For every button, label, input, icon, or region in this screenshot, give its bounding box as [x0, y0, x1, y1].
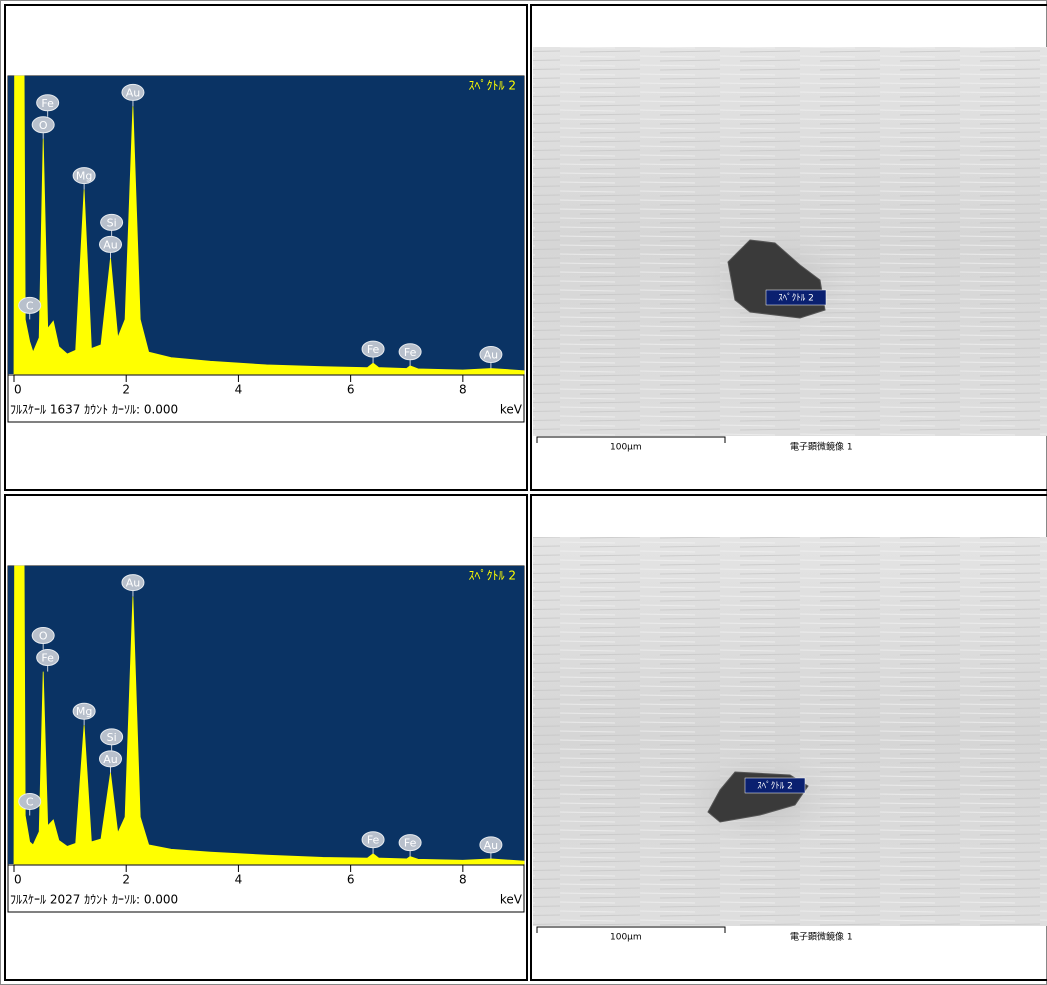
- peak-label-bg: [31, 116, 55, 134]
- peak-label: Fe: [41, 97, 54, 110]
- peak-label-bg: [100, 728, 124, 746]
- peak-label-bg: [99, 750, 123, 768]
- peak-label-bg: [72, 167, 96, 185]
- peak-label: Fe: [367, 343, 380, 356]
- peak-label-bg: [31, 627, 55, 645]
- spectrum-caption: ﾌﾙｽｹｰﾙ 2027 ｶｳﾝﾄ ｶｰｿﾙ: 0.000: [10, 893, 178, 907]
- peak-label: O: [39, 119, 48, 132]
- peak-label: Au: [103, 238, 118, 251]
- peak-label-bg: [121, 574, 145, 592]
- peak-label-bg: [361, 340, 385, 358]
- sem-texture: [533, 537, 1047, 926]
- peak-label-bg: [479, 346, 503, 364]
- peak-label: O: [39, 630, 48, 643]
- peak-label-bg: [100, 213, 124, 231]
- peak-label: Au: [484, 349, 499, 362]
- peak-label: Au: [484, 839, 499, 852]
- x-tick-label: 4: [235, 873, 243, 887]
- peak-label: C: [26, 299, 34, 312]
- scale-bar: [536, 436, 726, 443]
- x-tick-label: 2: [122, 383, 130, 397]
- x-axis-label: keV: [500, 403, 523, 417]
- image-caption: 電子顕微鏡像 1: [790, 441, 853, 453]
- peak-label-bg: [479, 836, 503, 854]
- peak-label-bg: [121, 83, 145, 101]
- peak-label-bg: [18, 792, 42, 810]
- cell: [530, 4, 1047, 491]
- peak-label-bg: [36, 649, 60, 667]
- x-tick-label: 6: [347, 383, 355, 397]
- x-tick-label: 4: [235, 383, 243, 397]
- cell: [4, 4, 528, 491]
- particle-label-bg: [744, 777, 806, 794]
- scale-label: 100μm: [610, 933, 642, 943]
- plot-area: [8, 76, 524, 374]
- spectrum-caption: ﾌﾙｽｹｰﾙ 1637 ｶｳﾝﾄ ｶｰｿﾙ: 0.000: [10, 403, 178, 417]
- spectrum-title: ｽﾍﾟｸﾄﾙ 2: [469, 79, 516, 93]
- scale-bar: [536, 926, 726, 933]
- peak-label-bg: [36, 94, 60, 112]
- peak-label-bg: [99, 235, 123, 253]
- peak-label: Fe: [41, 652, 54, 665]
- x-tick-label: 8: [459, 383, 467, 397]
- spectrum-title: ｽﾍﾟｸﾄﾙ 2: [469, 569, 516, 583]
- peak-label: C: [26, 795, 34, 808]
- cell: [4, 494, 528, 981]
- peak-label-bg: [398, 343, 422, 361]
- x-tick-label: 6: [347, 873, 355, 887]
- peak-label: Mg: [76, 705, 92, 718]
- peak-label-bg: [72, 702, 96, 720]
- cell: [530, 494, 1047, 981]
- x-tick-label: 0: [14, 383, 22, 397]
- image-caption: 電子顕微鏡像 1: [790, 931, 853, 943]
- scale-label: 100μm: [610, 443, 642, 453]
- peak-label: Si: [107, 731, 117, 744]
- peak-label: Mg: [76, 170, 92, 183]
- x-tick-label: 8: [459, 873, 467, 887]
- peak-label-bg: [361, 831, 385, 849]
- particle-label-bg: [765, 289, 827, 306]
- peak-label: Au: [126, 577, 141, 590]
- particle-label: ｽﾍﾟｸﾄﾙ 2: [778, 293, 814, 304]
- peak-label-bg: [18, 296, 42, 314]
- peak-label: Au: [126, 86, 141, 99]
- peak-label: Fe: [367, 834, 380, 847]
- particle-label: ｽﾍﾟｸﾄﾙ 2: [757, 781, 793, 792]
- peak-label: Fe: [404, 346, 417, 359]
- x-tick-label: 2: [122, 873, 130, 887]
- peak-label: Si: [107, 216, 117, 229]
- x-tick-label: 0: [14, 873, 22, 887]
- peak-label-bg: [398, 834, 422, 852]
- peak-label: Fe: [404, 837, 417, 850]
- peak-label: Au: [103, 753, 118, 766]
- x-axis-label: keV: [500, 893, 523, 907]
